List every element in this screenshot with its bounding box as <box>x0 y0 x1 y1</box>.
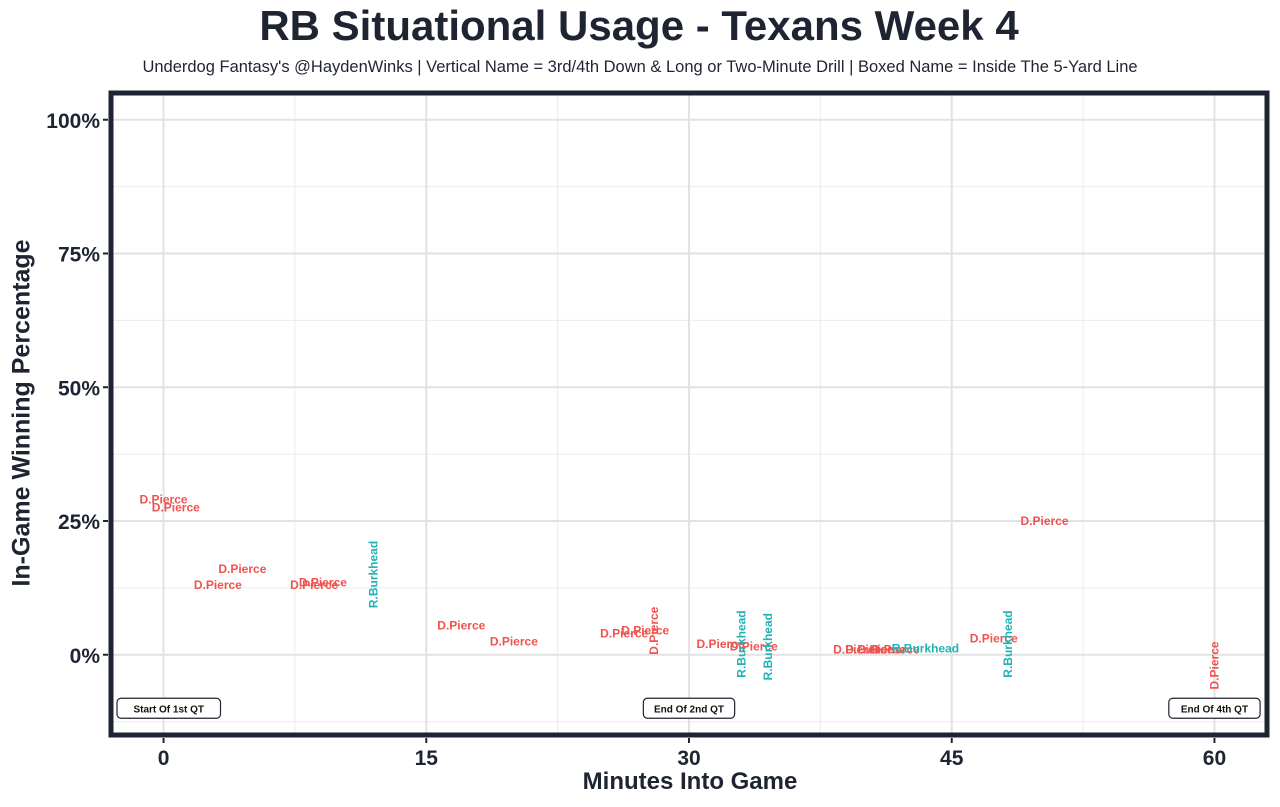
data-label-dpierce: D.Pierce <box>194 578 242 592</box>
y-axis-label: In-Game Winning Percentage <box>7 239 36 587</box>
data-label-dpierce: D.Pierce <box>140 493 188 507</box>
plot-border <box>108 90 1270 738</box>
data-label-dpierce: D.Pierce <box>1207 641 1221 689</box>
x-tick-label: 30 <box>677 747 700 770</box>
data-label-rburkhead: R.Burkhead <box>367 541 381 608</box>
data-label-dpierce: D.Pierce <box>218 562 266 576</box>
chart-title: RB Situational Usage - Texans Week 4 <box>259 2 1019 49</box>
data-label-dpierce: D.Pierce <box>600 626 648 640</box>
data-label-dpierce: D.Pierce <box>437 618 485 632</box>
data-label-dpierce: D.Pierce <box>290 578 338 592</box>
data-label-dpierce: D.Pierce <box>872 642 920 656</box>
y-tick-label: 50% <box>58 377 100 400</box>
quarter-annotation-box <box>116 697 222 719</box>
x-tick-label: 60 <box>1203 747 1226 770</box>
data-label-rburkhead: R.Burkhead <box>892 641 959 655</box>
data-label-dpierce: D.Pierce <box>299 576 347 590</box>
data-label-dpierce: D.Pierce <box>697 637 745 651</box>
data-label-dpierce: D.Pierce <box>858 642 906 656</box>
y-tick-label: 25% <box>58 511 100 534</box>
data-label-dpierce: D.Pierce <box>1021 514 1069 528</box>
data-label-dpierce: D.Pierce <box>152 501 200 515</box>
y-tick-label: 0% <box>70 645 101 668</box>
quarter-annotation-label: End Of 4th QT <box>1181 704 1248 715</box>
data-label-dpierce: D.Pierce <box>845 642 893 656</box>
x-tick-label: 0 <box>158 747 170 770</box>
data-label-rburkhead: R.Burkhead <box>735 610 749 677</box>
quarter-annotation-label: Start Of 1st QT <box>133 704 204 715</box>
y-tick-label: 100% <box>46 110 100 133</box>
quarter-annotation-label: End Of 2nd QT <box>654 704 724 715</box>
data-label-dpierce: D.Pierce <box>730 640 778 654</box>
data-label-dpierce: D.Pierce <box>647 606 661 654</box>
x-tick-label: 15 <box>415 747 439 770</box>
quarter-annotation-box <box>1168 697 1261 719</box>
x-axis-label: Minutes Into Game <box>582 768 798 795</box>
data-label-dpierce: D.Pierce <box>970 632 1018 646</box>
data-label-dpierce: D.Pierce <box>490 634 538 648</box>
y-tick-label: 75% <box>58 244 100 267</box>
data-label-dpierce: D.Pierce <box>833 642 881 656</box>
x-tick-label: 45 <box>940 747 964 770</box>
data-label-rburkhead: R.Burkhead <box>761 613 775 680</box>
data-label-rburkhead: R.Burkhead <box>1001 610 1015 677</box>
data-label-dpierce: D.Pierce <box>621 624 669 638</box>
chart-subtitle: Underdog Fantasy's @HaydenWinks | Vertic… <box>142 58 1138 76</box>
quarter-annotation-box <box>642 697 736 719</box>
